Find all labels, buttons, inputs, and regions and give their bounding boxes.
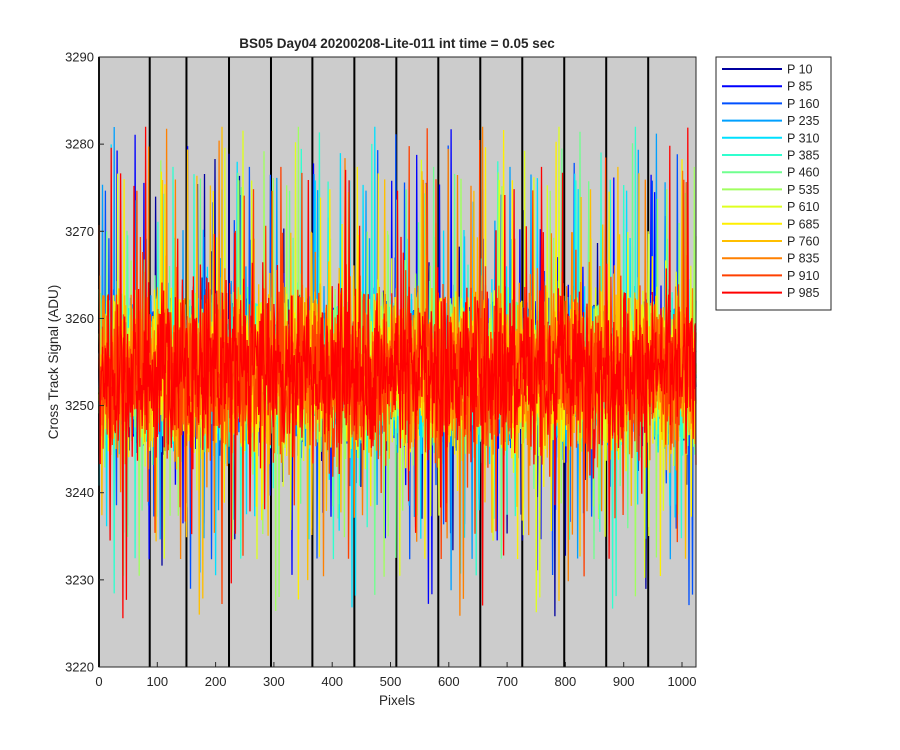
y-tick-label: 3220 — [65, 660, 94, 675]
y-axis-label: Cross Track Signal (ADU) — [46, 285, 61, 440]
legend-entry: P 460 — [722, 166, 819, 180]
plot-frame — [98, 56, 697, 668]
legend-label: P 460 — [787, 166, 819, 180]
legend-label: P 385 — [787, 149, 819, 163]
legend-entry: P 235 — [722, 114, 819, 128]
y-tick-label: 3260 — [65, 311, 94, 326]
y-tick-label: 3250 — [65, 398, 94, 413]
legend-label: P 160 — [787, 97, 819, 111]
legend-entry: P 835 — [722, 252, 819, 266]
legend-entry: P 610 — [722, 200, 819, 214]
legend-label: P 85 — [787, 80, 813, 94]
x-tick-label: 400 — [321, 674, 343, 689]
legend-entry: P 385 — [722, 149, 819, 163]
legend-label: P 835 — [787, 252, 819, 266]
y-tick-label: 3230 — [65, 572, 94, 587]
legend-entry: P 160 — [722, 97, 819, 111]
x-tick-label: 300 — [263, 674, 285, 689]
legend-label: P 760 — [787, 235, 819, 249]
x-tick-label: 0 — [95, 674, 102, 689]
x-tick-label: 1000 — [668, 674, 697, 689]
legend-label: P 985 — [787, 286, 819, 300]
chart-title: BS05 Day04 20200208-Lite-011 int time = … — [239, 36, 555, 51]
y-tick-label: 3290 — [65, 50, 94, 65]
legend-label: P 910 — [787, 269, 819, 283]
legend-label: P 310 — [787, 131, 819, 145]
x-tick-label: 700 — [496, 674, 518, 689]
y-axis: 3220 3230 3240 3250 3260 3270 3280 3290 — [65, 50, 104, 675]
legend-entry: P 85 — [722, 80, 813, 94]
x-tick-label: 600 — [438, 674, 460, 689]
x-axis-label: Pixels — [379, 693, 415, 708]
legend-entry: P 310 — [722, 131, 819, 145]
series-line — [98, 126, 697, 619]
legend-label: P 610 — [787, 200, 819, 214]
legend-entry: P 535 — [722, 183, 819, 197]
legend-entry: P 910 — [722, 269, 819, 283]
legend-entry: P 685 — [722, 217, 819, 231]
x-tick-label: 100 — [146, 674, 168, 689]
y-tick-label: 3270 — [65, 224, 94, 239]
legend-label: P 685 — [787, 217, 819, 231]
x-tick-label: 200 — [205, 674, 227, 689]
y-tick-label: 3240 — [65, 485, 94, 500]
legend-label: P 235 — [787, 114, 819, 128]
x-tick-label: 500 — [380, 674, 402, 689]
x-axis: 0 100 200 300 400 500 600 700 800 900 1000 — [95, 662, 696, 689]
series-layer — [98, 126, 697, 619]
legend-box — [715, 56, 832, 311]
legend-label: P 535 — [787, 183, 819, 197]
legend: P 10 P 85 P 160 P 235 P 310 P 385 P 460 P 535 P … — [715, 56, 832, 311]
legend-entry: P 760 — [722, 235, 819, 249]
x-tick-label: 900 — [613, 674, 635, 689]
y-tick-label: 3280 — [65, 137, 94, 152]
x-tick-label: 800 — [555, 674, 577, 689]
legend-label: P 10 — [787, 63, 813, 77]
legend-entry: P 985 — [722, 286, 819, 300]
legend-entry: P 10 — [722, 63, 813, 77]
